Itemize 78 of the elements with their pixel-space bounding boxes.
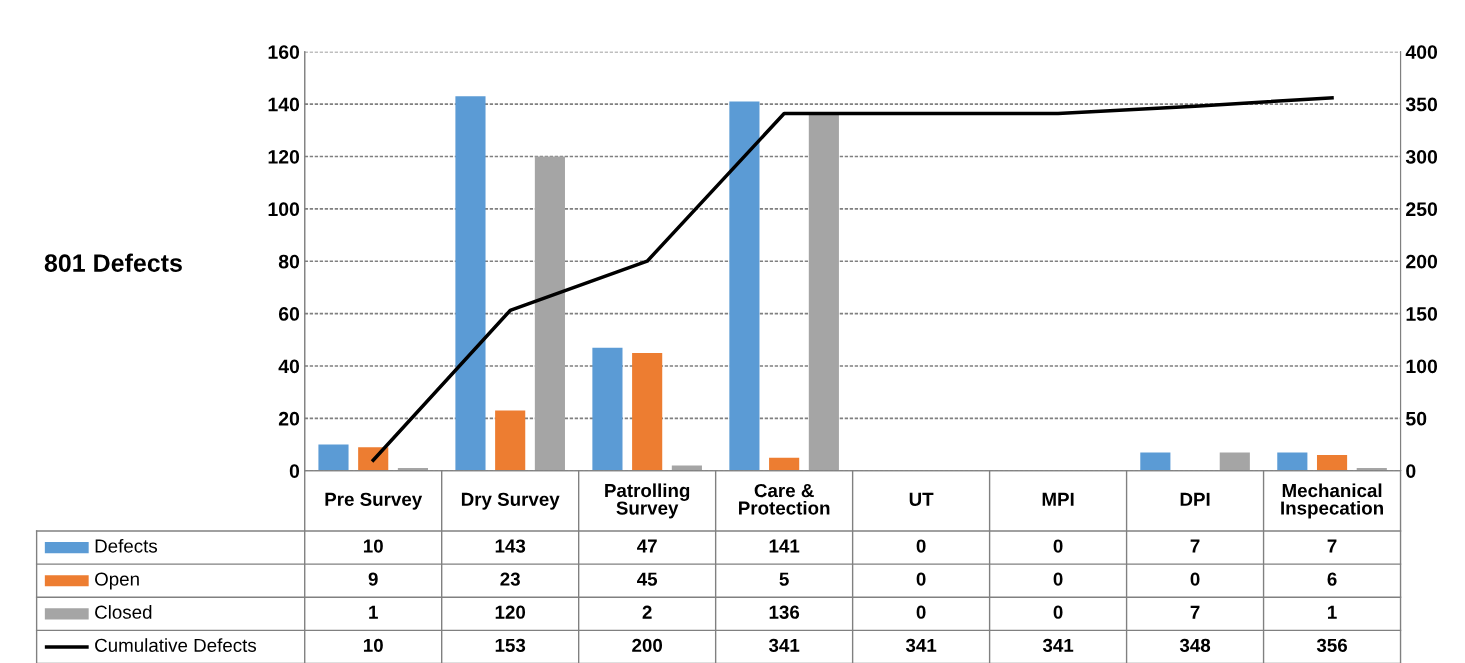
y-tick-label: 60 bbox=[278, 307, 300, 321]
data-label: 45 bbox=[637, 572, 658, 586]
data-label: 7 bbox=[1190, 539, 1200, 553]
bar bbox=[318, 444, 349, 471]
bar bbox=[671, 465, 702, 471]
data-label: 341 bbox=[1042, 638, 1074, 652]
x-tick-label: Mechanical Inspecation bbox=[1281, 483, 1383, 519]
y2-tick-label: 300 bbox=[1405, 149, 1438, 164]
data-label: 120 bbox=[495, 605, 526, 619]
data-label: 10 bbox=[363, 638, 383, 652]
data-label: 0 bbox=[1190, 572, 1200, 586]
data-label: 0 bbox=[916, 539, 926, 553]
data-label: 0 bbox=[1053, 539, 1063, 553]
y2-tick-label: 200 bbox=[1406, 254, 1438, 269]
bar bbox=[1316, 455, 1348, 471]
y-tick-label: 160 bbox=[268, 45, 300, 59]
bar bbox=[1140, 452, 1171, 471]
y-tick-label: 0 bbox=[289, 464, 300, 478]
legend-label: Closed bbox=[95, 605, 152, 619]
bar bbox=[455, 96, 486, 471]
data-label: 7 bbox=[1327, 539, 1337, 553]
data-label: 143 bbox=[495, 539, 526, 553]
data-label: 341 bbox=[768, 638, 800, 652]
line-series bbox=[371, 96, 1334, 462]
data-label: 7 bbox=[1190, 605, 1200, 619]
data-label: 153 bbox=[495, 638, 526, 652]
bar bbox=[592, 347, 623, 471]
bar bbox=[729, 101, 760, 471]
data-label: 9 bbox=[368, 572, 378, 586]
data-label: 0 bbox=[1053, 572, 1063, 586]
y-tick-label: 140 bbox=[268, 97, 300, 112]
x-tick-label: UT bbox=[909, 492, 934, 506]
data-label: 0 bbox=[916, 572, 926, 586]
data-label: 200 bbox=[632, 638, 663, 652]
data-label: 1 bbox=[1328, 605, 1337, 619]
x-tick-label: MPI bbox=[1042, 492, 1074, 506]
x-tick-label: Patrolling Survey bbox=[605, 483, 690, 519]
y2-tick-label: 100 bbox=[1406, 359, 1438, 374]
y2-tick-label: 150 bbox=[1406, 307, 1438, 321]
x-tick-label: Care & Protection bbox=[739, 483, 830, 515]
data-label: 136 bbox=[769, 605, 800, 619]
y2-tick-label: 0 bbox=[1406, 464, 1416, 478]
data-label: 141 bbox=[769, 539, 800, 553]
data-label: 0 bbox=[1053, 605, 1063, 619]
bar bbox=[769, 457, 800, 471]
y-tick-label: 120 bbox=[268, 149, 300, 164]
bar bbox=[1219, 452, 1250, 471]
data-label: 6 bbox=[1327, 572, 1337, 586]
x-tick-label: DPI bbox=[1180, 492, 1210, 506]
x-tick-label: Dry Survey bbox=[461, 492, 560, 510]
legend-label: Defects bbox=[95, 538, 158, 553]
y-tick-label: 100 bbox=[268, 202, 300, 217]
text: 801 Defects bbox=[44, 253, 182, 272]
bar bbox=[534, 156, 565, 471]
y-tick-label: 20 bbox=[278, 411, 300, 426]
legend-label: Cumulative Defects bbox=[95, 638, 257, 652]
y-tick-label: 80 bbox=[278, 254, 300, 269]
bar bbox=[808, 114, 839, 471]
data-label: 10 bbox=[363, 539, 383, 553]
x-tick-label: Pre Survey bbox=[325, 492, 423, 510]
data-label: 2 bbox=[642, 605, 652, 619]
data-label: 5 bbox=[779, 572, 789, 586]
data-label: 341 bbox=[905, 638, 937, 652]
data-label: 1 bbox=[369, 605, 378, 619]
data-label: 356 bbox=[1316, 638, 1348, 652]
legend-label: Open bbox=[95, 572, 139, 590]
data-label: 348 bbox=[1179, 638, 1211, 652]
data-label: 0 bbox=[916, 605, 926, 619]
data-label: 47 bbox=[637, 539, 657, 553]
y2-tick-label: 400 bbox=[1405, 45, 1438, 59]
y2-tick-label: 350 bbox=[1405, 97, 1438, 112]
bar bbox=[1277, 452, 1308, 471]
y-tick-label: 40 bbox=[278, 359, 300, 374]
data-label: 23 bbox=[500, 572, 520, 586]
bar bbox=[632, 352, 663, 471]
y2-tick-label: 50 bbox=[1406, 411, 1427, 426]
y2-tick-label: 250 bbox=[1406, 202, 1438, 217]
bar bbox=[495, 410, 526, 471]
